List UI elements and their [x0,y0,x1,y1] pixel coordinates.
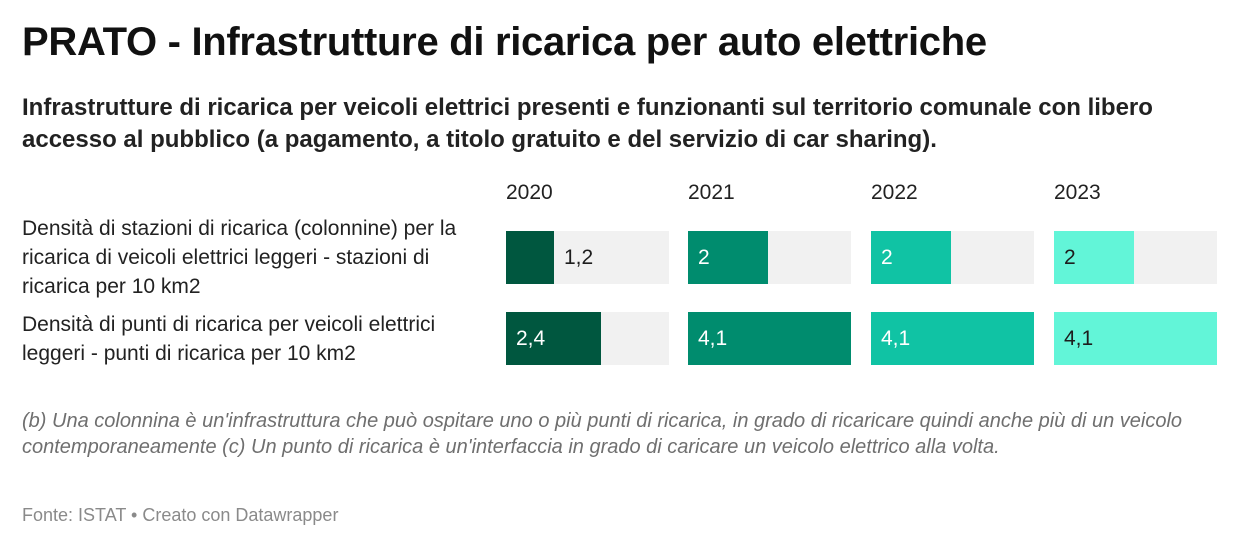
bar-value-label: 2 [698,245,710,269]
bar-track: 4,1 [871,312,1034,365]
chart-title: PRATO - Infrastrutture di ricarica per a… [22,20,987,64]
row-label: Densità di stazioni di ricarica (colonni… [22,217,457,298]
bar-value-label: 4,1 [698,326,728,350]
chart-notes: (b) Una colonnina è un'infrastruttura ch… [22,410,1183,458]
bar-track: 4,1 [1054,312,1217,365]
bar-track: 1,2 [506,231,669,284]
chart-subtitle: Infrastrutture di ricarica per veicoli e… [22,94,1153,153]
bar-track: 2,4 [506,312,669,365]
bar-track: 4,1 [688,312,851,365]
bar-track: 2 [871,231,1034,284]
column-header-2023: 2023 [1054,181,1101,204]
bar-track: 2 [688,231,851,284]
row-label: Densità di punti di ricarica per veicoli… [22,313,436,365]
bar [1054,231,1134,284]
bar [506,312,601,365]
bar [688,312,851,365]
bar [506,231,554,284]
bar-value-label: 4,1 [1064,326,1094,350]
bar-value-label: 1,2 [564,245,594,269]
bar-value-label: 2 [1064,245,1076,269]
column-header-2022: 2022 [871,181,918,204]
bar [871,231,951,284]
bar [688,231,768,284]
bar [1054,312,1217,365]
bar-value-label: 4,1 [881,326,911,350]
column-header-2020: 2020 [506,181,553,204]
bar-track: 2 [1054,231,1217,284]
bar [871,312,1034,365]
bar-value-label: 2 [881,245,893,269]
bar-value-label: 2,4 [516,326,546,350]
column-header-2021: 2021 [688,181,735,204]
chart-source: Fonte: ISTAT • Creato con Datawrapper [22,505,339,525]
